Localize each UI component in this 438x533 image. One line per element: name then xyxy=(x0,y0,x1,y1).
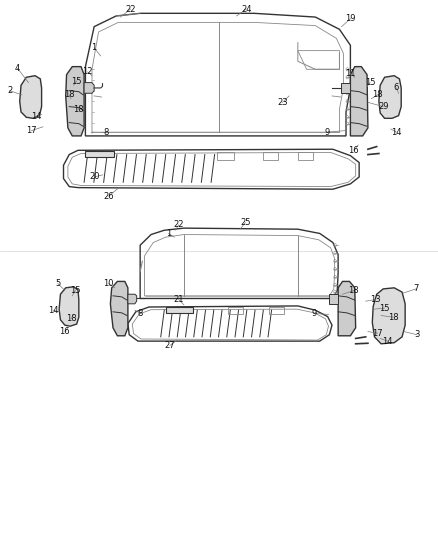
Text: 18: 18 xyxy=(64,91,74,99)
Text: 11: 11 xyxy=(345,69,356,78)
Text: 17: 17 xyxy=(372,329,383,337)
Text: 23: 23 xyxy=(277,98,288,107)
Text: 4: 4 xyxy=(15,64,20,72)
Text: 8: 8 xyxy=(103,128,109,136)
Polygon shape xyxy=(350,67,368,136)
Text: 18: 18 xyxy=(349,286,359,295)
Text: 15: 15 xyxy=(71,77,82,85)
Text: 9: 9 xyxy=(325,128,330,136)
Text: 16: 16 xyxy=(349,146,359,155)
Text: 19: 19 xyxy=(345,14,356,23)
Text: 15: 15 xyxy=(365,78,375,87)
Polygon shape xyxy=(66,67,84,136)
Text: 27: 27 xyxy=(165,341,175,350)
Text: 14: 14 xyxy=(31,112,41,120)
Text: 13: 13 xyxy=(371,295,381,304)
Text: 18: 18 xyxy=(73,105,83,114)
Text: 17: 17 xyxy=(26,126,37,135)
Text: 29: 29 xyxy=(378,102,389,111)
Text: 15: 15 xyxy=(70,286,81,295)
Polygon shape xyxy=(372,288,405,344)
Polygon shape xyxy=(338,281,356,336)
Text: 25: 25 xyxy=(240,219,251,227)
Text: 14: 14 xyxy=(382,337,393,345)
Text: 9: 9 xyxy=(312,309,317,318)
Text: 14: 14 xyxy=(391,128,402,136)
Text: 21: 21 xyxy=(173,295,184,304)
Text: 20: 20 xyxy=(89,173,99,181)
Polygon shape xyxy=(166,307,193,313)
Polygon shape xyxy=(128,294,137,304)
Text: 18: 18 xyxy=(388,313,399,321)
Text: 7: 7 xyxy=(413,285,419,293)
Text: 1: 1 xyxy=(166,229,171,238)
Text: 3: 3 xyxy=(414,330,420,339)
Text: 18: 18 xyxy=(66,314,76,323)
Text: 26: 26 xyxy=(103,192,114,200)
Polygon shape xyxy=(110,281,128,336)
Polygon shape xyxy=(328,294,338,304)
Text: 1: 1 xyxy=(92,44,97,52)
Text: 24: 24 xyxy=(241,5,251,13)
Text: 16: 16 xyxy=(60,327,70,336)
Text: 15: 15 xyxy=(379,304,390,312)
Text: 22: 22 xyxy=(173,221,184,229)
Text: 2: 2 xyxy=(7,86,12,95)
Polygon shape xyxy=(85,151,114,157)
Text: 12: 12 xyxy=(82,68,93,76)
Text: 8: 8 xyxy=(138,309,143,318)
Polygon shape xyxy=(20,76,42,118)
Text: 6: 6 xyxy=(394,84,399,92)
Polygon shape xyxy=(379,76,401,118)
Polygon shape xyxy=(84,83,94,93)
Text: 14: 14 xyxy=(48,306,59,314)
Polygon shape xyxy=(341,83,350,93)
Text: 5: 5 xyxy=(55,279,60,288)
Polygon shape xyxy=(59,287,79,326)
Text: 10: 10 xyxy=(103,279,114,288)
Text: 22: 22 xyxy=(125,5,136,13)
Text: 18: 18 xyxy=(372,91,383,99)
